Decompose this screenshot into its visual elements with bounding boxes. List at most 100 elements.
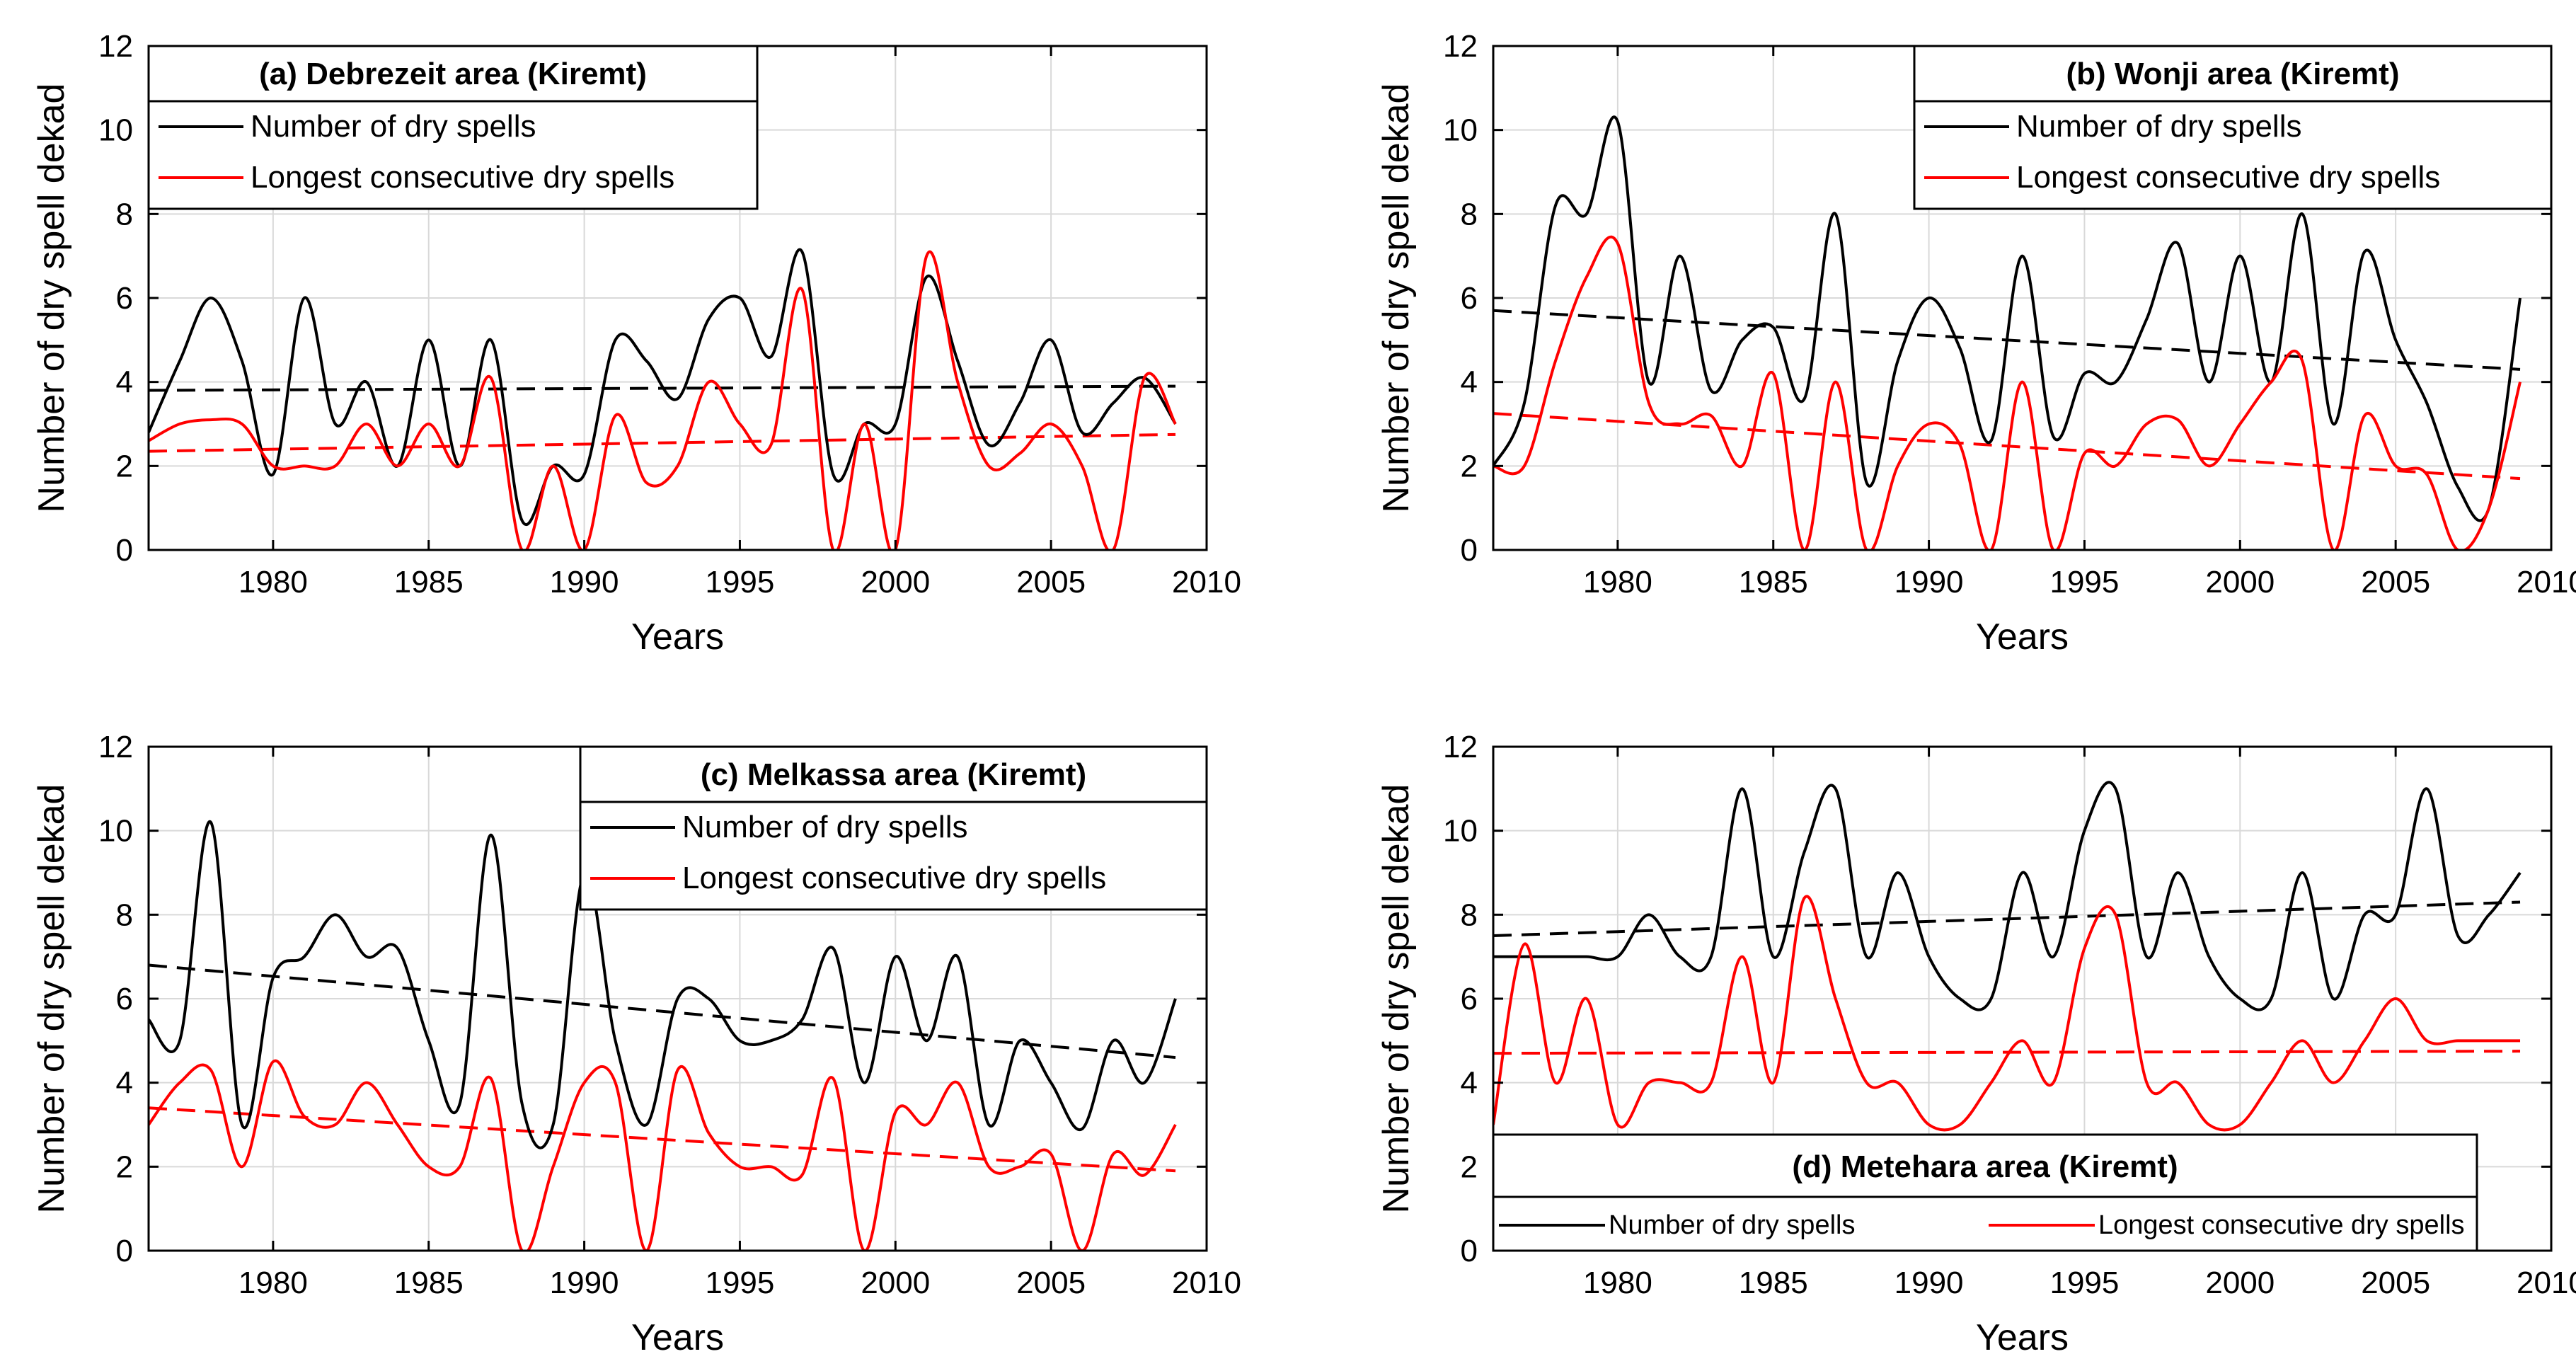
data-point [2175, 871, 2180, 875]
x-tick-label: 2005 [2361, 1266, 2430, 1300]
data-point [2051, 1081, 2055, 1085]
data-point [1018, 1164, 1022, 1169]
data-point [582, 1081, 587, 1085]
data-point [427, 1038, 431, 1043]
data-point [2487, 912, 2491, 917]
legend-entry-label: Longest consecutive dry spells [2016, 160, 2440, 195]
data-point [893, 955, 897, 959]
data-point [1173, 1123, 1178, 1127]
chart-panel-d: 1980 1985 1990 1995 2000 2005 2010 0 2 4 6 8 10 12 Yea… [1376, 730, 2576, 1358]
y-tick-label: 4 [1461, 365, 1478, 400]
data-point [178, 1038, 182, 1043]
data-point [955, 955, 960, 959]
trend-line-longest-dry-spells [148, 432, 1176, 453]
data-point [706, 317, 711, 321]
data-point [2020, 1038, 2025, 1043]
data-point [2082, 829, 2086, 833]
data-point [706, 1131, 711, 1135]
y-tick-label: 4 [1461, 1066, 1478, 1101]
data-point [1834, 997, 1838, 1001]
data-point [1709, 1081, 1713, 1085]
trend-line-longest-dry-spells [148, 1106, 1176, 1173]
data-point [333, 464, 338, 468]
data-point [302, 296, 306, 300]
data-point [1802, 396, 1807, 401]
y-axis-label: Number of dry spell dekad [31, 784, 72, 1214]
legend: (a) Debrezeit area (Kiremt) Number of dry… [147, 45, 759, 210]
data-point [1865, 955, 1869, 959]
y-tick-label: 6 [116, 982, 133, 1016]
data-point [1522, 955, 1526, 959]
data-point [1678, 422, 1682, 426]
x-tick-label: 1995 [705, 565, 774, 600]
data-point [551, 464, 556, 468]
data-point [458, 1101, 462, 1106]
data-point [1553, 1081, 1558, 1085]
data-point [2518, 871, 2522, 875]
data-point [2425, 472, 2429, 476]
data-point [831, 472, 835, 476]
legend-title: (d) Metehara area (Kiremt) [1792, 1149, 2178, 1184]
y-tick-label: 10 [98, 814, 133, 849]
data-point [737, 1164, 742, 1169]
data-point [645, 359, 649, 363]
data-point [1142, 376, 1146, 380]
data-point [1740, 338, 1744, 342]
data-point [209, 1068, 213, 1072]
data-point [1896, 464, 1900, 468]
data-point [1989, 1081, 1994, 1085]
data-point [706, 380, 711, 384]
data-point [2362, 1038, 2367, 1043]
data-point [1647, 380, 1651, 384]
legend: (d) Metehara area (Kiremt) Number of dry … [1492, 1133, 2478, 1252]
legend-box [579, 745, 1208, 911]
data-point [1585, 212, 1589, 216]
data-point [1111, 401, 1115, 405]
data-point [2393, 912, 2398, 917]
y-tick-label: 10 [1443, 113, 1478, 148]
data-point [2207, 464, 2211, 468]
x-tick-label: 2010 [1172, 565, 1241, 600]
data-point [1173, 997, 1178, 1001]
data-point [178, 359, 182, 363]
y-tick-label: 10 [98, 113, 133, 148]
data-point [831, 1077, 835, 1081]
data-point [1927, 296, 1931, 300]
y-tick-label: 0 [1461, 533, 1478, 568]
x-tick-label: 1990 [1894, 565, 1964, 600]
data-point [1173, 422, 1178, 426]
x-axis-label: Years [631, 616, 724, 658]
trend-line-longest-dry-spells [1493, 1050, 2521, 1055]
x-tick-label: 1985 [394, 1266, 464, 1300]
x-axis-label: Years [1976, 1317, 2069, 1358]
data-point [2175, 1081, 2180, 1085]
data-point [676, 464, 680, 468]
y-tick-label: 12 [1443, 29, 1478, 64]
series-line-dry-spells [149, 248, 1177, 527]
data-point [2456, 934, 2460, 938]
data-point [769, 1164, 773, 1169]
data-point [1111, 1152, 1115, 1157]
legend-box [1913, 45, 2553, 210]
data-point [1989, 997, 1994, 1001]
data-point [1896, 1081, 1900, 1085]
data-point [2425, 1038, 2429, 1043]
legend-box [1492, 1133, 2478, 1252]
data-point [2331, 422, 2335, 426]
data-point [924, 1038, 928, 1043]
legend-box [147, 45, 759, 210]
data-point [2238, 422, 2242, 426]
data-point [1142, 1173, 1146, 1177]
x-tick-label: 1990 [1894, 1266, 1964, 1300]
chart-panel-c: 1980 1985 1990 1995 2000 2005 2010 0 2 4 6 8 10 12 Yea… [31, 730, 1241, 1358]
data-point [489, 833, 493, 837]
y-tick-label: 8 [1461, 897, 1478, 932]
x-tick-label: 2000 [2205, 1266, 2275, 1300]
x-tick-label: 2000 [861, 1266, 930, 1300]
data-point [800, 1018, 804, 1022]
y-tick-label: 12 [98, 730, 133, 764]
data-point [240, 422, 244, 426]
data-point [676, 997, 680, 1001]
x-axis-label: Years [1976, 616, 2069, 658]
data-point [1958, 997, 1962, 1001]
